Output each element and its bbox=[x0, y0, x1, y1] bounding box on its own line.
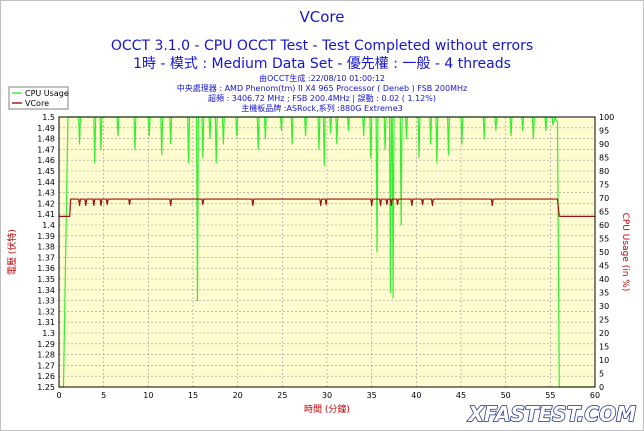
y-left-tick-label: 1.29 bbox=[37, 340, 55, 349]
y-left-tick-label: 1.37 bbox=[37, 253, 55, 262]
y-left-tick-label: 1.26 bbox=[37, 372, 55, 381]
y-right-axis-label: CPU Usage (in %) bbox=[620, 213, 630, 292]
right-axis-ticks: 0 5 10 15 20 25 30 35 40 45 50 55 60 65 70 75 80 85 90 95 10… bbox=[599, 113, 614, 392]
y-right-tick-label: 55 bbox=[599, 235, 609, 244]
legend-label-cpu-usage: CPU Usage bbox=[25, 89, 69, 98]
y-right-tick-label: 100 bbox=[599, 113, 614, 122]
x-tick-label: 25 bbox=[277, 391, 287, 400]
y-right-tick-label: 30 bbox=[599, 302, 609, 311]
y-left-tick-label: 1.41 bbox=[37, 210, 55, 219]
legend: CPU Usage VCore bbox=[8, 86, 69, 110]
y-right-tick-label: 90 bbox=[599, 140, 609, 149]
y-right-tick-label: 60 bbox=[599, 221, 609, 230]
y-right-tick-label: 35 bbox=[599, 289, 609, 298]
x-axis-label: 時間 (分鐘) bbox=[304, 403, 350, 415]
y-left-tick-label: 1.38 bbox=[37, 243, 55, 252]
y-left-tick-label: 1.5 bbox=[42, 113, 55, 122]
x-tick-label: 15 bbox=[188, 391, 198, 400]
x-tick-label: 40 bbox=[411, 391, 421, 400]
y-left-tick-label: 1.46 bbox=[37, 156, 55, 165]
y-left-tick-label: 1.44 bbox=[37, 178, 55, 187]
info-line-generated: 由OCCT生成 :22/08/10 01:00:12 bbox=[259, 73, 385, 83]
y-right-tick-label: 5 bbox=[599, 370, 604, 379]
y-right-tick-label: 25 bbox=[599, 316, 609, 325]
y-left-tick-label: 1.35 bbox=[37, 275, 55, 284]
y-right-tick-label: 15 bbox=[599, 343, 609, 352]
legend-box bbox=[8, 86, 69, 110]
x-tick-label: 5 bbox=[101, 391, 106, 400]
y-right-tick-label: 10 bbox=[599, 356, 609, 365]
plot-border bbox=[58, 116, 596, 388]
legend-label-vcore: VCore bbox=[25, 99, 49, 108]
x-axis-ticks: 0 5 10 15 20 25 30 35 40 45 50 55 60 bbox=[56, 391, 600, 400]
y-right-tick-label: 0 bbox=[599, 383, 604, 392]
y-left-tick-label: 1.28 bbox=[37, 351, 55, 360]
y-left-tick-label: 1.49 bbox=[37, 124, 55, 133]
y-left-tick-label: 1.34 bbox=[37, 286, 55, 295]
x-tick-label: 45 bbox=[456, 391, 466, 400]
y-left-tick-label: 1.48 bbox=[37, 135, 55, 144]
y-right-tick-label: 50 bbox=[599, 248, 609, 257]
x-tick-label: 55 bbox=[545, 391, 555, 400]
chart-title: VCore bbox=[300, 8, 345, 26]
x-tick-label: 50 bbox=[501, 391, 511, 400]
y-left-tick-label: 1.39 bbox=[37, 232, 55, 241]
chart-subtitle-2: 1時 - 模式 : Medium Data Set - 優先權 : 一般 - 4… bbox=[133, 56, 511, 72]
y-left-tick-label: 1.33 bbox=[37, 297, 55, 306]
info-line-cpu: 中央處理器 : AMD Phenom(tm) II X4 965 Process… bbox=[177, 83, 467, 93]
y-right-tick-label: 95 bbox=[599, 127, 609, 136]
y-right-tick-label: 20 bbox=[599, 329, 609, 338]
info-line-motherboard: 主機板品牌 :ASRock,系列 :880G Extreme3 bbox=[241, 103, 402, 113]
y-left-axis-label: 電壓 (伏特) bbox=[6, 229, 18, 275]
chart-subtitle: OCCT 3.1.0 - CPU OCCT Test - Test Comple… bbox=[111, 38, 533, 54]
x-tick-label: 30 bbox=[322, 391, 332, 400]
info-line-overclock: 超頻 : 3406.72 MHz ; FSB 200.4MHz | 誤動 : 0… bbox=[208, 93, 436, 103]
y-left-tick-label: 1.36 bbox=[37, 264, 55, 273]
y-right-tick-label: 65 bbox=[599, 208, 609, 217]
y-left-tick-label: 1.32 bbox=[37, 307, 55, 316]
x-tick-label: 0 bbox=[56, 391, 61, 400]
x-tick-label: 10 bbox=[143, 391, 153, 400]
y-right-tick-label: 40 bbox=[599, 275, 609, 284]
y-left-tick-label: 1.47 bbox=[37, 145, 55, 154]
y-left-tick-label: 1.3 bbox=[42, 329, 55, 338]
y-left-tick-label: 1.42 bbox=[37, 199, 55, 208]
y-left-tick-label: 1.43 bbox=[37, 189, 55, 198]
y-left-tick-label: 1.45 bbox=[37, 167, 55, 176]
series-line-vcore bbox=[59, 198, 595, 217]
y-right-tick-label: 85 bbox=[599, 154, 609, 163]
y-right-tick-label: 75 bbox=[599, 181, 609, 190]
x-tick-label: 20 bbox=[233, 391, 243, 400]
grid-lines bbox=[59, 117, 595, 387]
y-left-tick-label: 1.31 bbox=[37, 318, 55, 327]
x-tick-label: 60 bbox=[590, 391, 600, 400]
watermark-logo: XFASTEST.COM bbox=[466, 402, 636, 426]
y-left-tick-label: 1.4 bbox=[42, 221, 55, 230]
y-left-tick-label: 1.27 bbox=[37, 361, 55, 370]
y-right-tick-label: 45 bbox=[599, 262, 609, 271]
y-right-tick-label: 70 bbox=[599, 194, 609, 203]
x-tick-label: 35 bbox=[367, 391, 377, 400]
left-axis-ticks: 1.25 1.26 1.271.28 1.29 1.3 1.31 1.321.33 1.34 1… bbox=[37, 113, 55, 392]
y-right-tick-label: 80 bbox=[599, 167, 609, 176]
y-left-tick-label: 1.25 bbox=[37, 383, 55, 392]
